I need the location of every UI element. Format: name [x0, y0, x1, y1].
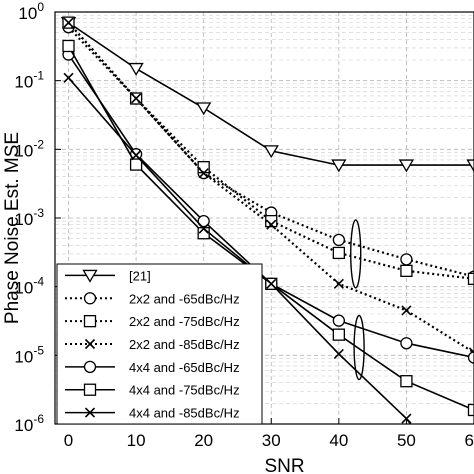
- data-point: [331, 159, 347, 173]
- legend: [21] 2x2 and -65dBc/Hz 2x2 and -75dBc/Hz 2x…: [56, 263, 263, 425]
- data-point: [422, 440, 431, 449]
- legend-item: 2x2 and -75dBc/Hz: [65, 314, 240, 329]
- y-tick-label: 100: [18, 0, 44, 23]
- data-point: [263, 145, 279, 159]
- data-point: [332, 233, 345, 247]
- data-point: [467, 272, 474, 285]
- data-point: [84, 338, 96, 350]
- data-point: [63, 72, 74, 83]
- x-tick-label: 40: [329, 431, 348, 450]
- data-point: [129, 158, 143, 171]
- data-point: [63, 17, 74, 28]
- series-1: [60, 16, 474, 173]
- legend-item: 4x4 and -75dBc/Hz: [65, 383, 240, 398]
- data-point: [197, 161, 210, 174]
- data-point: [62, 39, 75, 53]
- data-point: [198, 168, 209, 179]
- y-axis-label: Phase Noise Est. MSE: [2, 132, 23, 324]
- y-tick-label: 10-1: [14, 69, 44, 92]
- data-point: [131, 93, 142, 104]
- legend-label: 2x2 and -75dBc/Hz: [129, 314, 240, 329]
- legend-label: 2x2 and -65dBc/Hz: [129, 291, 240, 306]
- data-point: [332, 246, 345, 260]
- y-tick-label: 10-2: [14, 137, 44, 160]
- plot-area: [60, 16, 474, 449]
- data-point: [400, 375, 413, 388]
- data-point: [333, 278, 344, 289]
- y-tick-label: 10-5: [14, 343, 44, 366]
- legend-label: 4x4 and -65dBc/Hz: [129, 360, 240, 375]
- legend-label: 2x2 and -85dBc/Hz: [129, 337, 240, 352]
- data-point: [333, 348, 344, 359]
- data-point: [332, 314, 345, 327]
- legend-label: 4x4 and -75dBc/Hz: [129, 383, 240, 398]
- data-point: [82, 269, 98, 283]
- data-point: [131, 150, 142, 161]
- x-axis-label: SNR: [264, 456, 304, 474]
- group-ellipse: [350, 219, 362, 289]
- data-point: [400, 337, 413, 350]
- data-point: [196, 102, 212, 116]
- legend-label: [21]: [129, 268, 151, 283]
- x-tick-label: 50: [397, 431, 416, 450]
- legend-item: 4x4 and -65dBc/Hz: [65, 360, 240, 375]
- data-point: [266, 278, 277, 289]
- x-tick-label: 0: [64, 431, 73, 450]
- x-tick-label: 10: [127, 431, 146, 450]
- data-point: [83, 292, 97, 305]
- data-point: [467, 403, 474, 417]
- data-point: [332, 328, 345, 341]
- x-tick-label: 20: [194, 431, 213, 450]
- data-point: [128, 62, 144, 76]
- data-point: [401, 305, 412, 316]
- legend-item: [21]: [65, 268, 151, 283]
- data-point: [197, 214, 210, 228]
- legend-item: 4x4 and -85dBc/Hz: [65, 406, 240, 421]
- data-point: [83, 360, 97, 374]
- y-tick-label: 10-3: [14, 206, 44, 229]
- data-point: [84, 407, 96, 418]
- y-tick-label: 10-6: [14, 412, 44, 435]
- x-axis: 0 10 20 30 40 50 60: [64, 418, 474, 450]
- data-point: [467, 351, 474, 364]
- x-tick-label: 60: [465, 431, 474, 450]
- y-axis: 100 10-1 10-2 10-3 10-4 10-5 10-6: [14, 0, 61, 435]
- data-point: [83, 314, 97, 328]
- data-point: [266, 219, 277, 230]
- x-tick-label: 30: [262, 431, 281, 450]
- legend-item: 2x2 and -65dBc/Hz: [65, 291, 240, 306]
- data-point: [400, 253, 413, 266]
- data-point: [398, 159, 415, 173]
- data-point: [466, 159, 474, 173]
- series-4: [63, 17, 474, 358]
- data-point: [198, 223, 209, 234]
- group-ellipse: [353, 314, 365, 381]
- legend-item: 2x2 and -85dBc/Hz: [65, 337, 240, 352]
- legend-label: 4x4 and -85dBc/Hz: [129, 406, 240, 421]
- y-tick-label: 10-4: [14, 275, 44, 298]
- data-point: [83, 383, 97, 396]
- data-point: [400, 264, 413, 277]
